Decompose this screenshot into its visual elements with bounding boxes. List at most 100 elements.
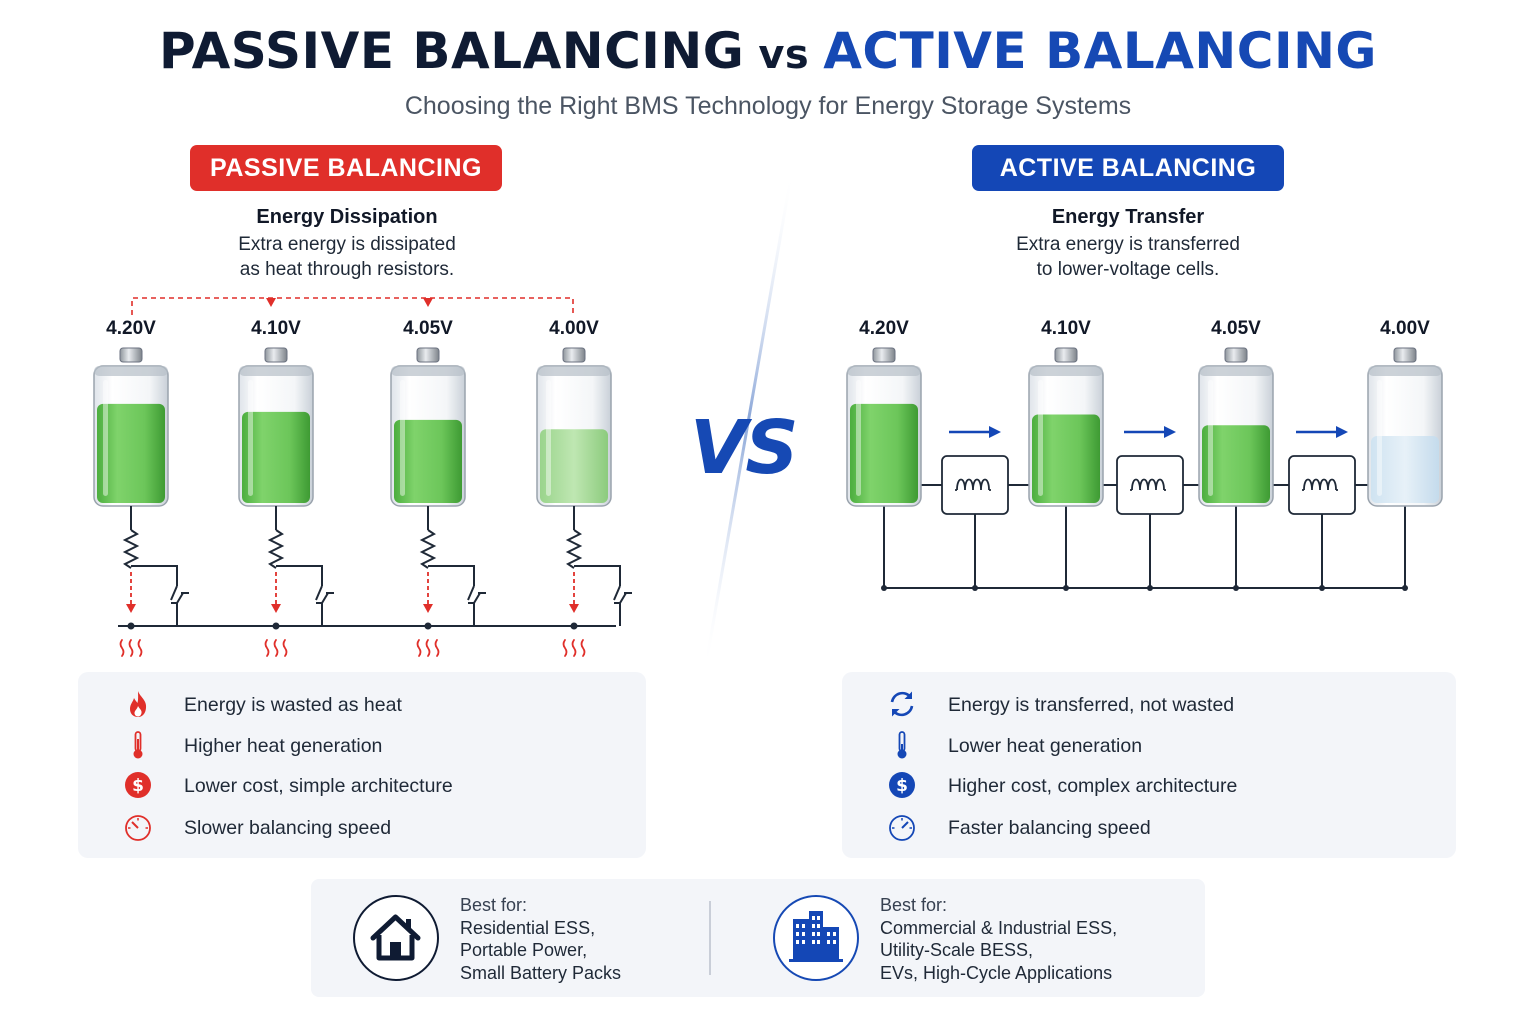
passive-battery-cell: 4.20V — [93, 318, 169, 507]
passive-feature-4: Slower balancing speed — [78, 809, 646, 845]
battery-top-band — [391, 366, 465, 376]
battery-top-band — [239, 366, 313, 376]
inductor-converter-box — [1116, 455, 1184, 515]
vs-label: VS — [690, 405, 799, 491]
battery-charge-fill — [1032, 414, 1100, 503]
house-icon-badge — [353, 895, 439, 981]
heat-flow-arrowhead — [126, 604, 136, 613]
speedometer-icon — [125, 815, 151, 841]
inductor-coil-icon — [1302, 478, 1338, 491]
heat-flow-arrowhead — [423, 604, 433, 613]
inductor-converter-box — [941, 455, 1009, 515]
svg-text:$: $ — [896, 776, 908, 796]
heat-wave-icon — [416, 639, 422, 657]
passive-cell-voltage: 4.10V — [251, 318, 301, 339]
junction-dot — [972, 585, 978, 591]
house-icon — [370, 914, 421, 961]
heat-wave-icon — [273, 639, 279, 657]
heat-wave-icon — [137, 639, 143, 657]
active-feature-text-1: Energy is transferred, not wasted — [948, 694, 1235, 716]
heat-wave-icon — [571, 639, 577, 657]
battery-terminal — [872, 347, 896, 363]
junction-dot — [1402, 585, 1408, 591]
battery-highlight — [856, 380, 861, 496]
passive-cell-voltage: 4.20V — [106, 318, 156, 339]
battery-highlight — [400, 380, 405, 496]
passive-desc-line2: as heat through resistors. — [239, 259, 455, 280]
buildings-icon — [789, 911, 843, 962]
passive-best-for-item: Small Battery Packs — [460, 962, 622, 983]
passive-best-for: Best for: Residential ESS, Portable Powe… — [460, 894, 621, 984]
switch-symbol — [315, 585, 334, 626]
passive-circuit — [118, 506, 632, 657]
heat-wave-icon — [580, 639, 586, 657]
battery-terminal — [1224, 347, 1248, 363]
page-title: PASSIVE BALANCING vs ACTIVE BALANCING — [0, 22, 1536, 80]
title-active: ACTIVE BALANCING — [823, 22, 1377, 80]
battery-highlight — [546, 380, 551, 496]
switch-branch — [428, 565, 475, 586]
junction-dot — [1063, 585, 1069, 591]
active-cell-voltage: 4.05V — [1211, 318, 1261, 339]
active-cell-voltage: 4.10V — [1041, 318, 1091, 339]
battery-top-band — [537, 366, 611, 376]
battery-highlight — [1377, 380, 1382, 496]
switch-symbol — [467, 585, 486, 626]
switch-symbol — [170, 585, 189, 626]
passive-feature-text-2: Higher heat generation — [184, 735, 383, 757]
energy-transfer-arrowhead — [1336, 426, 1348, 438]
junction-dot — [424, 622, 432, 630]
active-best-for-item: Commercial & Industrial ESS, — [880, 917, 1118, 938]
battery-top-band — [847, 366, 921, 376]
heat-wave-icon — [434, 639, 440, 657]
inductor-coil-icon — [955, 478, 991, 491]
active-battery-cell: 4.20V — [846, 318, 922, 507]
battery-top-band — [1368, 366, 1442, 376]
resistor-symbol — [419, 529, 437, 569]
inductor-converter-box — [1288, 455, 1356, 515]
passive-feature-text-1: Energy is wasted as heat — [184, 694, 402, 716]
passive-cell-voltage: 4.00V — [549, 318, 599, 339]
active-best-for: Best for: Commercial & Industrial ESS, U… — [880, 894, 1117, 984]
battery-charge-fill — [394, 419, 462, 503]
dollar-icon: $ — [125, 772, 151, 798]
junction-dot — [127, 622, 135, 630]
dollar-icon: $ — [889, 772, 915, 798]
resistor-symbol — [122, 529, 140, 569]
battery-highlight — [103, 380, 108, 496]
active-best-for-label: Best for: — [880, 895, 948, 915]
passive-battery-cell: 4.10V — [238, 318, 314, 507]
svg-text:$: $ — [132, 776, 144, 796]
inductor-coil-icon — [1130, 478, 1166, 491]
passive-features-panel: Energy is wasted as heat Higher heat gen… — [78, 672, 646, 858]
heat-flow-arrowhead — [569, 604, 579, 613]
passive-cell-voltage: 4.05V — [403, 318, 453, 339]
center-divider — [703, 169, 794, 671]
active-desc-line1: Extra energy is transferred — [1016, 234, 1240, 255]
active-tag: ACTIVE BALANCING — [972, 145, 1284, 191]
switch-branch — [276, 565, 323, 586]
battery-terminal — [562, 347, 586, 363]
junction-dot — [570, 622, 578, 630]
best-for-divider — [709, 901, 711, 975]
junction-dot — [1319, 585, 1325, 591]
active-cell-voltage: 4.00V — [1380, 318, 1430, 339]
junction-dot — [1233, 585, 1239, 591]
title-passive: PASSIVE BALANCING — [159, 22, 745, 80]
active-battery-cell: 4.05V — [1198, 318, 1274, 507]
active-battery-cell: 4.00V — [1367, 318, 1443, 507]
passive-best-for-item: Portable Power, — [460, 940, 588, 960]
passive-battery-cell: 4.05V — [390, 318, 466, 507]
passive-feature-3: $ Lower cost, simple architecture — [78, 767, 646, 803]
battery-terminal — [119, 347, 143, 363]
heat-wave-icon — [119, 639, 125, 657]
heat-wave-icon — [264, 639, 270, 657]
active-battery-cell: 4.10V — [1028, 318, 1104, 507]
flame-icon — [130, 691, 147, 717]
page-subtitle: Choosing the Right BMS Technology for En… — [404, 92, 1132, 120]
heat-wave-icon — [128, 639, 134, 657]
battery-top-band — [94, 366, 168, 376]
passive-feature-2: Higher heat generation — [78, 727, 646, 763]
active-desc-line2: to lower-voltage cells. — [1036, 259, 1220, 280]
